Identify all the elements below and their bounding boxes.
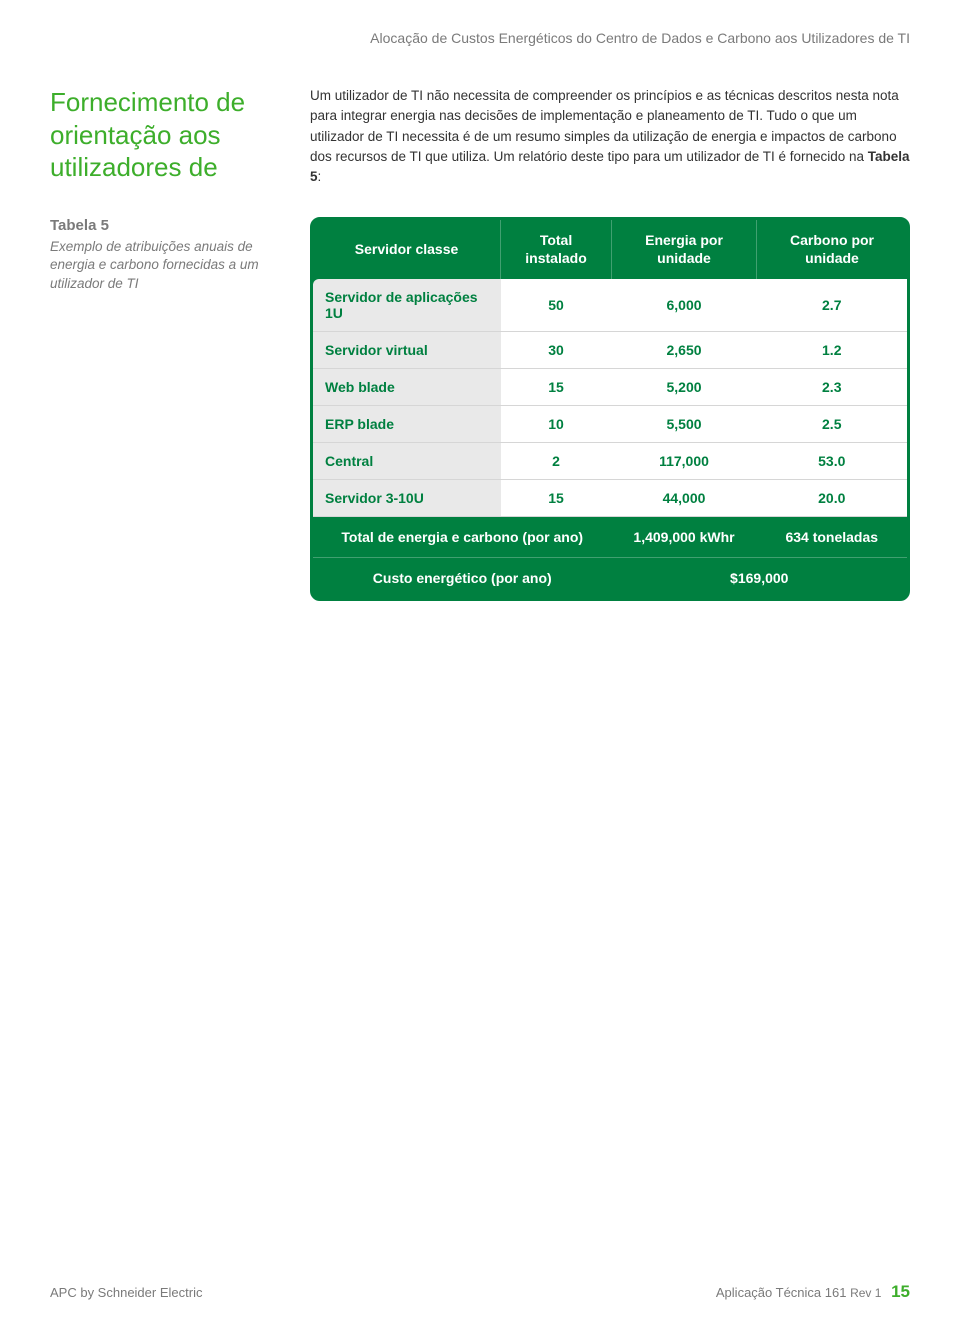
table-row: Servidor de aplicações 1U 50 6,000 2.7	[313, 279, 907, 332]
document-header: Alocação de Custos Energéticos do Centro…	[50, 30, 910, 46]
cell-label: ERP blade	[313, 406, 501, 443]
table-head: Servidor classe Total instalado Energia …	[313, 220, 907, 279]
col-header: Total instalado	[501, 220, 612, 279]
table-body: Servidor de aplicações 1U 50 6,000 2.7 S…	[313, 279, 907, 598]
table-caption: Tabela 5 Exemplo de atribuições anuais d…	[50, 217, 280, 293]
col-header: Energia por unidade	[612, 220, 757, 279]
cell-value: 10	[501, 406, 612, 443]
cell-value: 6,000	[612, 279, 757, 332]
footer-right: Aplicação Técnica 161 Rev 1 15	[716, 1282, 910, 1302]
page-footer: APC by Schneider Electric Aplicação Técn…	[50, 1282, 910, 1302]
cell-value: 5,200	[612, 369, 757, 406]
data-table-wrap: Servidor classe Total instalado Energia …	[310, 217, 910, 601]
table-row: Central 2 117,000 53.0	[313, 443, 907, 480]
page-number: 15	[891, 1282, 910, 1301]
summary-label: Total de energia e carbono (por ano)	[313, 517, 612, 558]
summary-row: Total de energia e carbono (por ano) 1,4…	[313, 517, 907, 558]
footer-doc-title: Aplicação Técnica 161	[716, 1285, 847, 1300]
table-row: Servidor 3-10U 15 44,000 20.0	[313, 480, 907, 517]
cell-value: 2	[501, 443, 612, 480]
summary-value: 1,409,000 kWhr	[612, 517, 757, 558]
cell-label: Servidor virtual	[313, 332, 501, 369]
footer-rev: Rev 1	[850, 1286, 881, 1300]
cell-label: Servidor de aplicações 1U	[313, 279, 501, 332]
table-row: Servidor virtual 30 2,650 1.2	[313, 332, 907, 369]
cell-label: Servidor 3-10U	[313, 480, 501, 517]
footer-left: APC by Schneider Electric	[50, 1285, 202, 1300]
left-column: Fornecimento de orientação aos utilizado…	[50, 86, 280, 207]
summary-value: 634 toneladas	[757, 517, 907, 558]
cell-value: 50	[501, 279, 612, 332]
cell-value: 5,500	[612, 406, 757, 443]
intro-row: Fornecimento de orientação aos utilizado…	[50, 86, 910, 207]
right-column: Um utilizador de TI não necessita de com…	[310, 86, 910, 207]
body-text-pre: Um utilizador de TI não necessita de com…	[310, 88, 899, 164]
col-header: Servidor classe	[313, 220, 501, 279]
section-heading: Fornecimento de orientação aos utilizado…	[50, 86, 280, 184]
body-text-post: :	[318, 169, 322, 184]
cell-label: Web blade	[313, 369, 501, 406]
cell-value: 117,000	[612, 443, 757, 480]
table-row: Web blade 15 5,200 2.3	[313, 369, 907, 406]
cell-value: 53.0	[757, 443, 907, 480]
data-table: Servidor classe Total instalado Energia …	[313, 220, 907, 598]
cell-value: 15	[501, 480, 612, 517]
summary-row: Custo energético (por ano) $169,000	[313, 558, 907, 599]
table-section: Tabela 5 Exemplo de atribuições anuais d…	[50, 217, 910, 601]
cell-value: 2.5	[757, 406, 907, 443]
cell-label: Central	[313, 443, 501, 480]
cell-value: 2.3	[757, 369, 907, 406]
cell-value: 2.7	[757, 279, 907, 332]
body-paragraph: Um utilizador de TI não necessita de com…	[310, 86, 910, 187]
cell-value: 15	[501, 369, 612, 406]
cell-value: 30	[501, 332, 612, 369]
col-header: Carbono por unidade	[757, 220, 907, 279]
cell-value: 20.0	[757, 480, 907, 517]
page-container: Alocação de Custos Energéticos do Centro…	[0, 0, 960, 601]
summary-label: Custo energético (por ano)	[313, 558, 612, 599]
caption-title: Tabela 5	[50, 217, 280, 234]
table-row: ERP blade 10 5,500 2.5	[313, 406, 907, 443]
summary-value: $169,000	[612, 558, 908, 599]
cell-value: 1.2	[757, 332, 907, 369]
cell-value: 44,000	[612, 480, 757, 517]
cell-value: 2,650	[612, 332, 757, 369]
caption-description: Exemplo de atribuições anuais de energia…	[50, 238, 280, 293]
